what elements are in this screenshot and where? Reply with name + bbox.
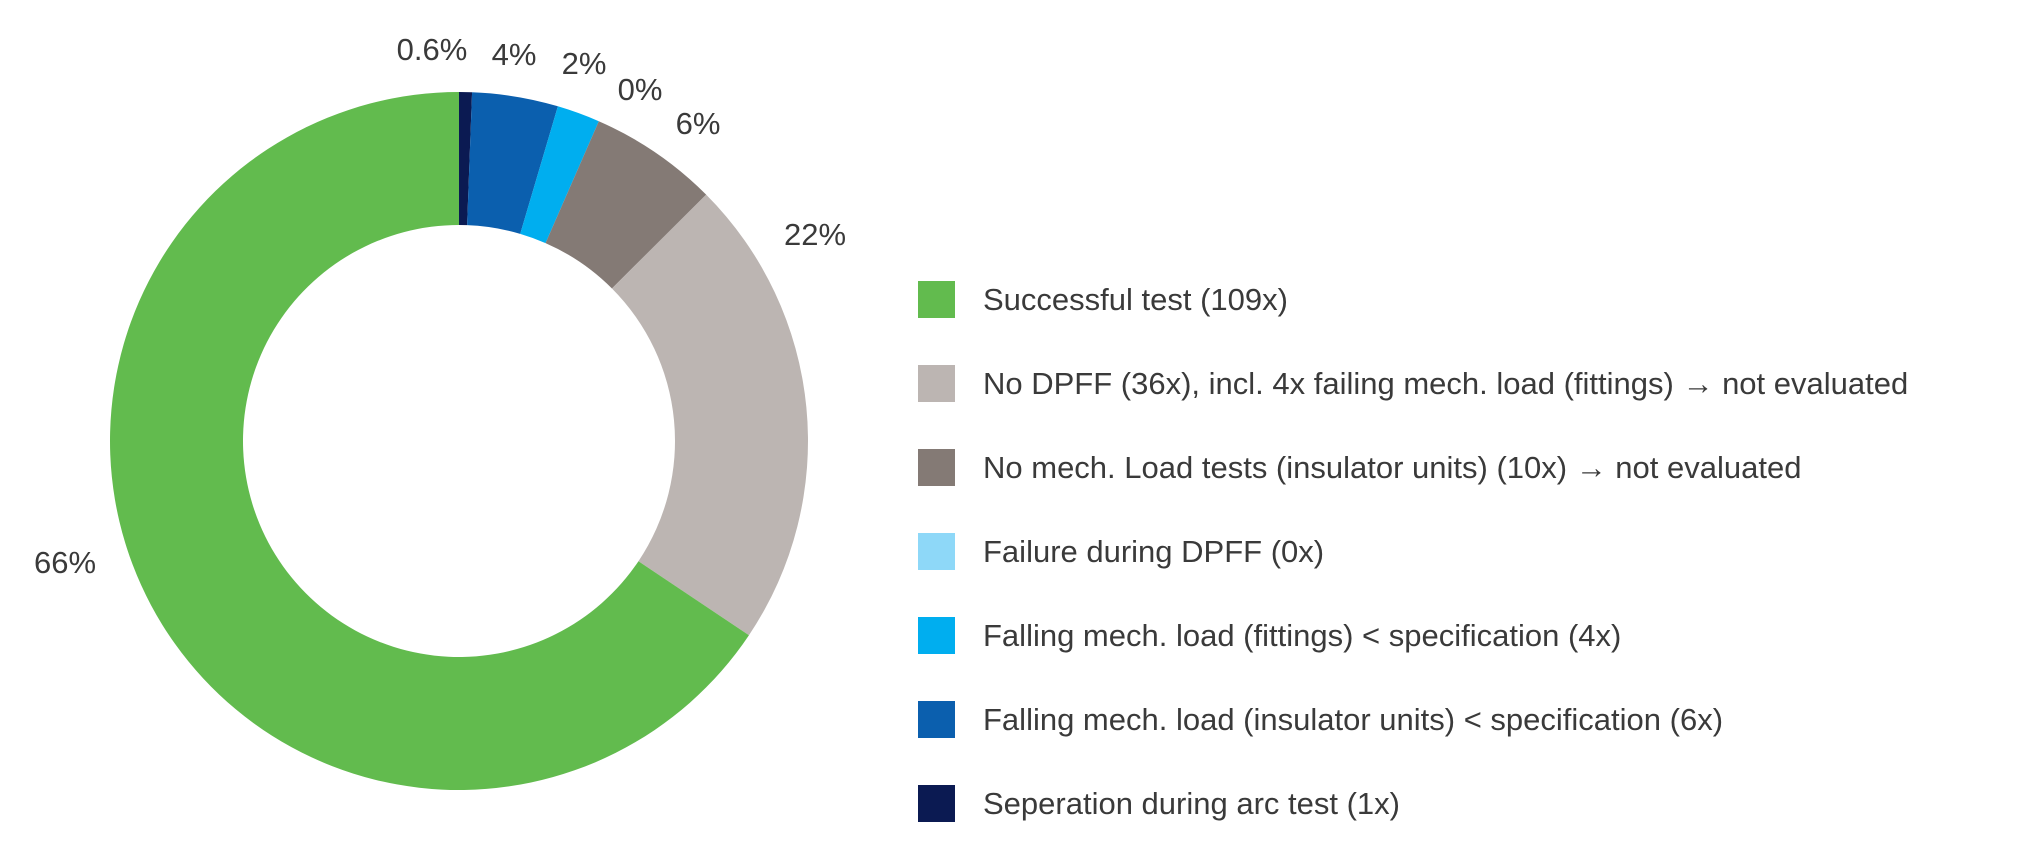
legend-swatch (918, 364, 955, 402)
slice-label-successful: 66% (34, 545, 96, 580)
legend-item-seperation: Seperation during arc test (1x) (918, 761, 1908, 845)
legend-item-insulator-units: Falling mech. load (insulator units) < s… (918, 677, 1908, 761)
slice-successful (109, 92, 749, 790)
legend-item-no-dpff: No DPFF (36x), incl. 4x failing mech. lo… (918, 341, 1908, 425)
donut-slices (109, 92, 808, 790)
donut-chart: 0.6% 4% 2% 0% 6% 22% 66% (34, 32, 846, 790)
legend-swatch (918, 700, 955, 738)
chart-legend: Successful test (109x) No DPFF (36x), inc… (918, 257, 1908, 845)
slice-label-no-dpff: 22% (784, 217, 846, 252)
slice-no-dpff (611, 194, 808, 636)
legend-item-failure-dpff: Failure during DPFF (0x) (918, 509, 1908, 593)
slice-label-failure-dpff: 0% (618, 72, 663, 107)
legend-swatch (918, 280, 955, 318)
legend-item-fittings: Falling mech. load (fittings) < specific… (918, 593, 1908, 677)
legend-swatch (918, 448, 955, 486)
legend-swatch (918, 532, 955, 570)
legend-label: No DPFF (36x), incl. 4x failing mech. lo… (983, 365, 1909, 401)
slice-no-mech (545, 121, 707, 289)
slice-insulator-units (467, 92, 558, 234)
slice-label-fittings: 2% (562, 46, 607, 81)
legend-label: Successful test (109x) (983, 281, 1288, 317)
legend-label: Falling mech. load (insulator units) < s… (983, 701, 1724, 737)
legend-label: Failure during DPFF (0x) (983, 533, 1325, 569)
legend-label: No mech. Load tests (insulator units) (1… (983, 449, 1802, 485)
slice-seperation (459, 92, 473, 226)
legend-swatch (918, 616, 955, 654)
slice-label-insulator-units: 4% (492, 37, 537, 72)
legend-label: Falling mech. load (fittings) < specific… (983, 617, 1622, 653)
legend-label: Seperation during arc test (1x) (983, 785, 1400, 821)
legend-item-no-mech: No mech. Load tests (insulator units) (1… (918, 425, 1908, 509)
slice-fittings (520, 106, 599, 244)
slice-label-seperation: 0.6% (397, 32, 468, 67)
legend-swatch (918, 784, 955, 822)
legend-item-successful: Successful test (109x) (918, 257, 1908, 341)
slice-labels: 0.6% 4% 2% 0% 6% 22% 66% (34, 32, 846, 580)
slice-label-no-mech: 6% (676, 106, 721, 141)
